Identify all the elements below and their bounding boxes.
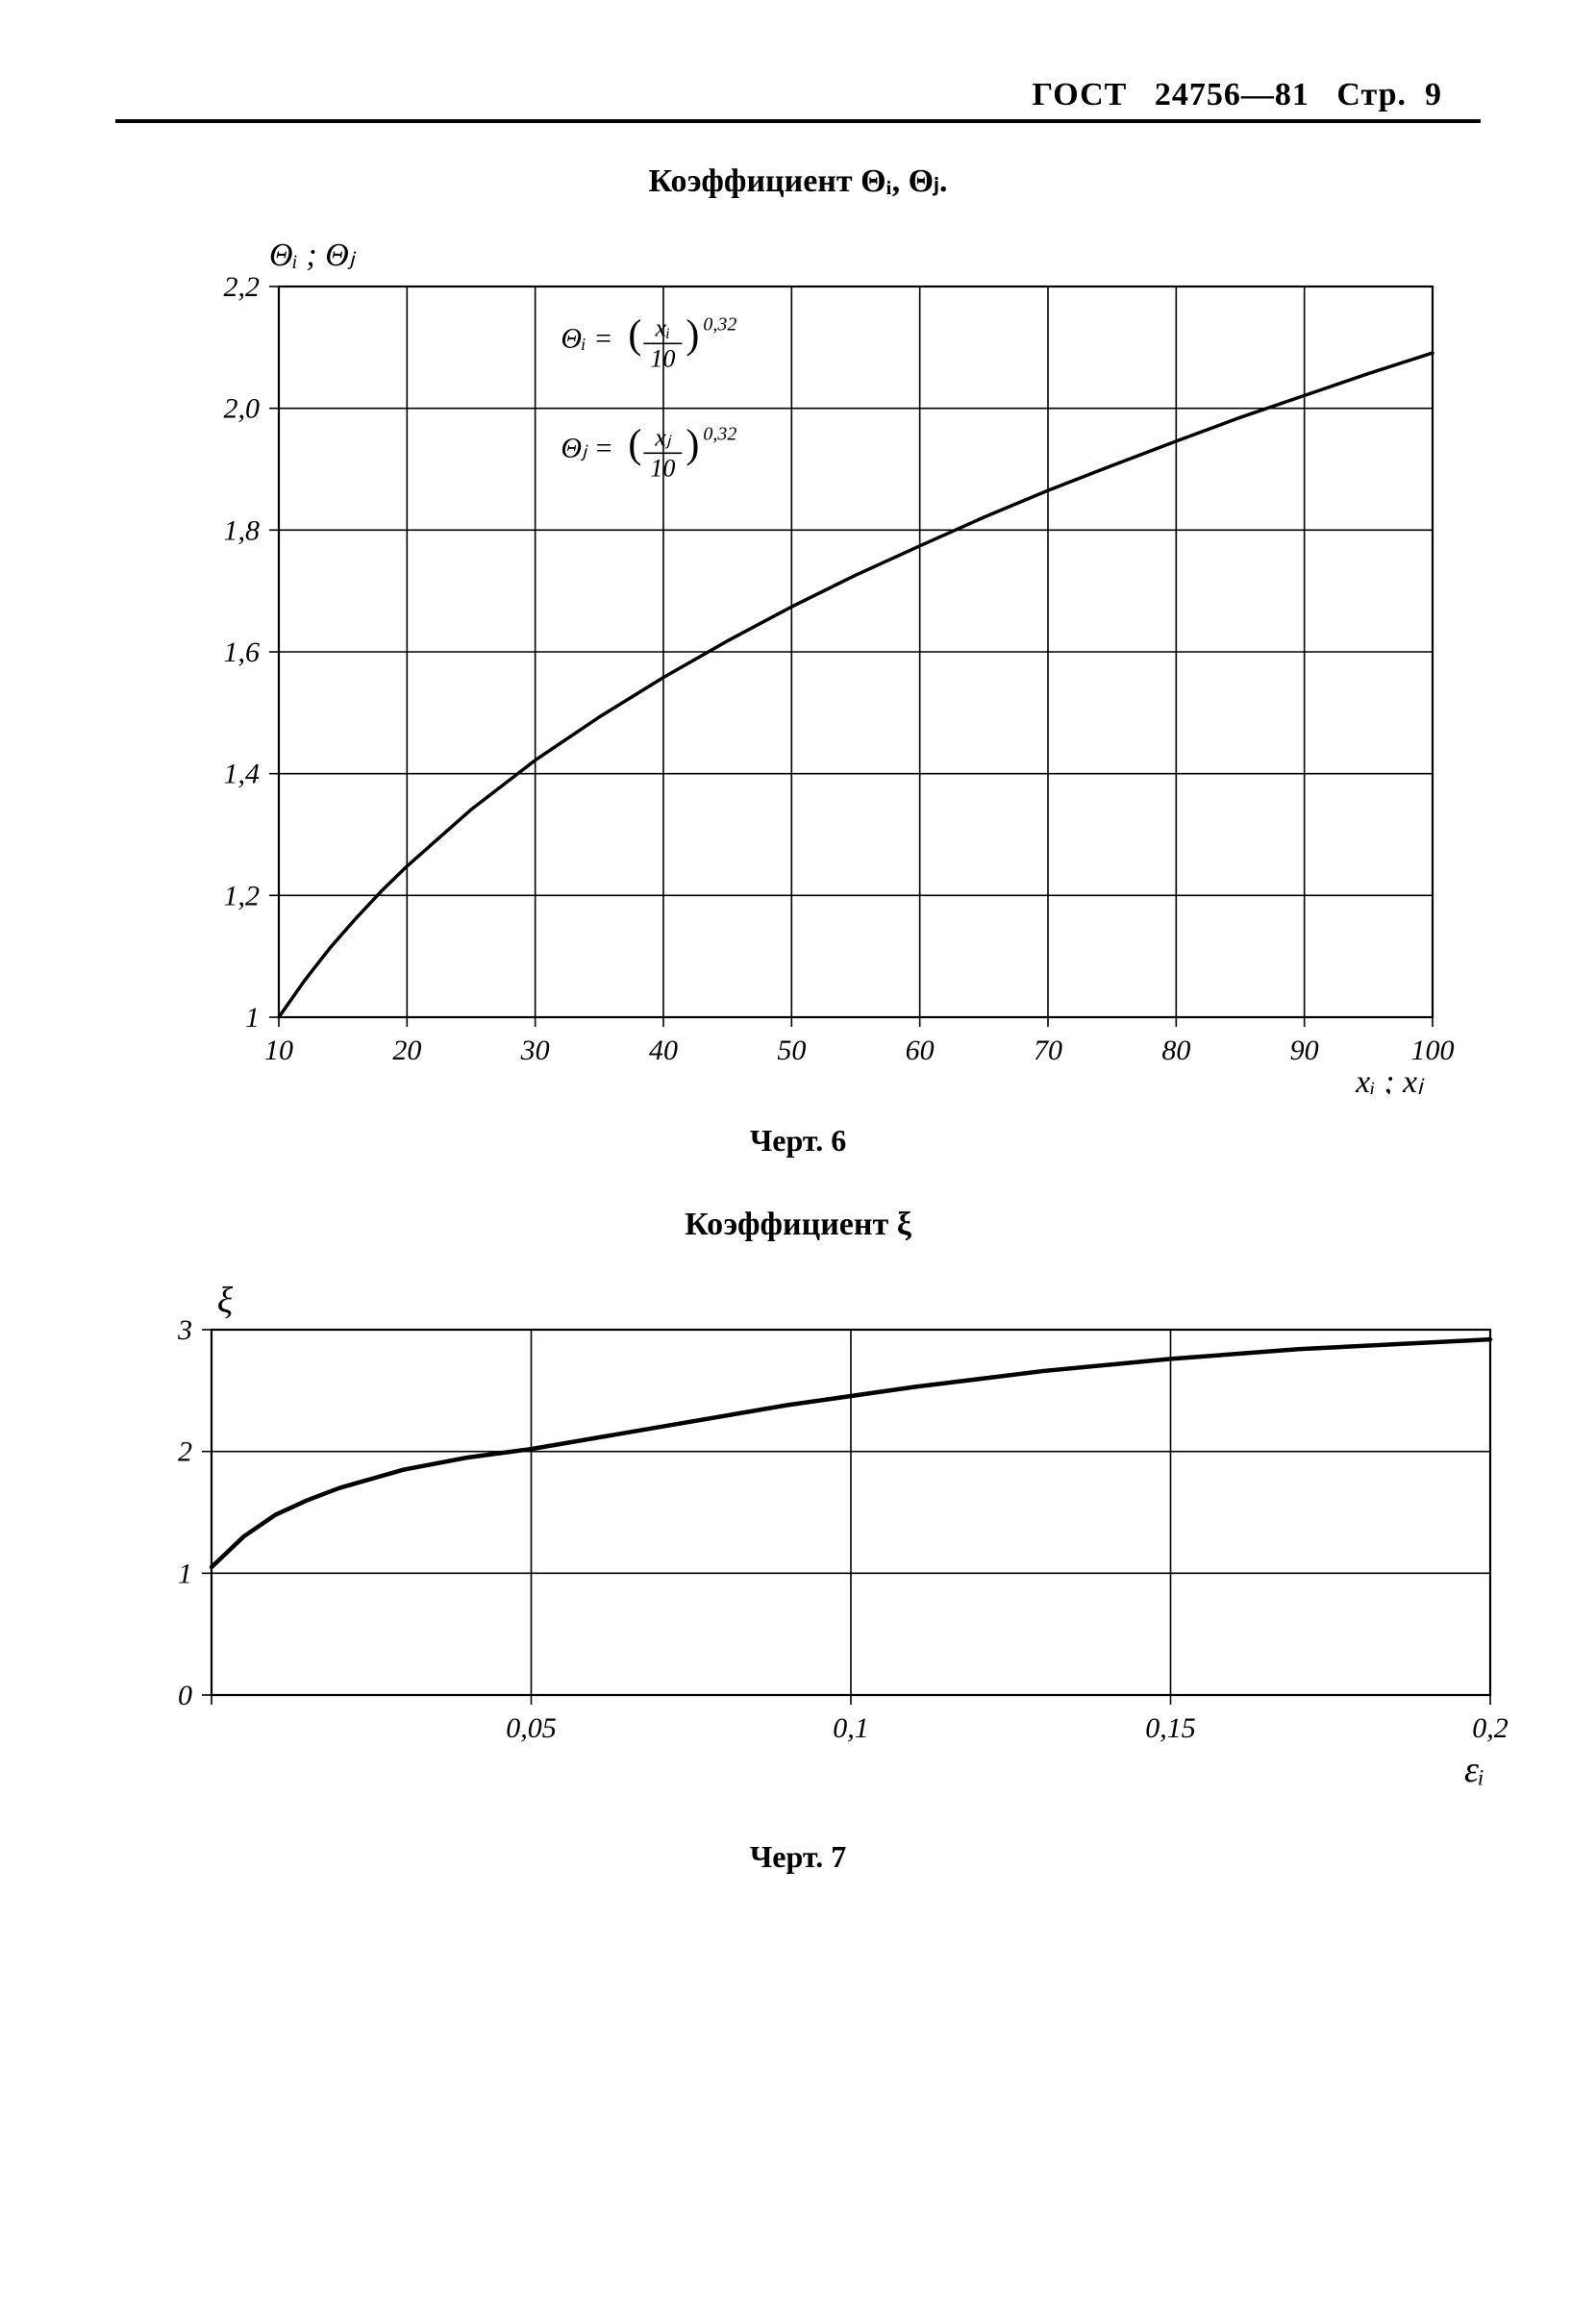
svg-text:1,6: 1,6 — [224, 636, 261, 668]
header-gost: ГОСТ — [1032, 77, 1127, 112]
svg-text:30: 30 — [520, 1035, 550, 1066]
header-page-prefix: Стр. — [1336, 77, 1407, 112]
svg-text:100: 100 — [1411, 1035, 1455, 1066]
svg-text:xᵢ ; xⱼ: xᵢ ; xⱼ — [1355, 1064, 1425, 1094]
svg-text:1,8: 1,8 — [224, 514, 261, 546]
svg-text:0,1: 0,1 — [833, 1712, 869, 1744]
svg-text:(: ( — [628, 422, 641, 466]
svg-text:Θⱼ =: Θⱼ = — [561, 432, 613, 463]
svg-text:0: 0 — [178, 1680, 192, 1711]
svg-text:40: 40 — [649, 1035, 678, 1066]
svg-text:2,0: 2,0 — [224, 393, 261, 425]
svg-text:(: ( — [628, 312, 641, 357]
svg-text:70: 70 — [1034, 1035, 1062, 1066]
svg-text:): ) — [686, 312, 699, 357]
svg-text:xⱼ: xⱼ — [654, 423, 672, 451]
chart2-title: Коэффициент ξ — [115, 1207, 1481, 1243]
svg-text:0,2: 0,2 — [1472, 1712, 1509, 1744]
chart1-caption: Черт. 6 — [115, 1123, 1481, 1159]
svg-text:εᵢ: εᵢ — [1464, 1750, 1484, 1790]
svg-text:2: 2 — [178, 1436, 192, 1468]
page: ГОСТ 24756—81 Стр. 9 Коэффициент Θᵢ, Θⱼ.… — [0, 0, 1596, 2319]
header-page-num: 9 — [1425, 77, 1442, 112]
svg-text:80: 80 — [1161, 1035, 1190, 1066]
svg-text:1: 1 — [178, 1558, 192, 1589]
svg-text:50: 50 — [777, 1035, 806, 1066]
svg-text:0,32: 0,32 — [703, 313, 736, 335]
chart2-svg: 0,05 0,1 0,15 0,2 0 1 2 3ξ εᵢ — [115, 1272, 1519, 1810]
svg-text:10: 10 — [650, 454, 675, 482]
svg-text:10: 10 — [264, 1035, 293, 1066]
svg-text:0,15: 0,15 — [1145, 1712, 1196, 1744]
svg-text:1: 1 — [245, 1002, 260, 1034]
svg-text:ξ: ξ — [217, 1281, 234, 1321]
svg-text:10: 10 — [650, 344, 675, 372]
page-header: ГОСТ 24756—81 Стр. 9 — [115, 77, 1481, 119]
svg-text:xᵢ: xᵢ — [655, 313, 671, 341]
svg-text:0,32: 0,32 — [703, 423, 736, 444]
chart2-caption: Черт. 7 — [115, 1839, 1481, 1875]
chart1-svg: 10 20 30 40 50 60 70 80 90 100 1 1,2 1,4 1,6 1,8 2,0 2,2… — [115, 229, 1481, 1094]
svg-text:Θᵢ =: Θᵢ = — [561, 322, 612, 354]
header-rule — [115, 119, 1481, 123]
svg-text:): ) — [686, 422, 699, 466]
svg-text:1,2: 1,2 — [224, 880, 261, 911]
svg-text:1,4: 1,4 — [224, 759, 261, 790]
svg-text:2,2: 2,2 — [224, 271, 261, 303]
svg-text:0,05: 0,05 — [506, 1712, 557, 1744]
svg-text:Θᵢ ; Θⱼ: Θᵢ ; Θⱼ — [269, 237, 357, 273]
svg-text:3: 3 — [177, 1314, 192, 1346]
header-number: 24756—81 — [1155, 77, 1309, 112]
svg-text:90: 90 — [1290, 1035, 1319, 1066]
svg-text:20: 20 — [392, 1035, 421, 1066]
chart1-title: Коэффициент Θᵢ, Θⱼ. — [115, 162, 1481, 200]
svg-text:60: 60 — [906, 1035, 935, 1066]
